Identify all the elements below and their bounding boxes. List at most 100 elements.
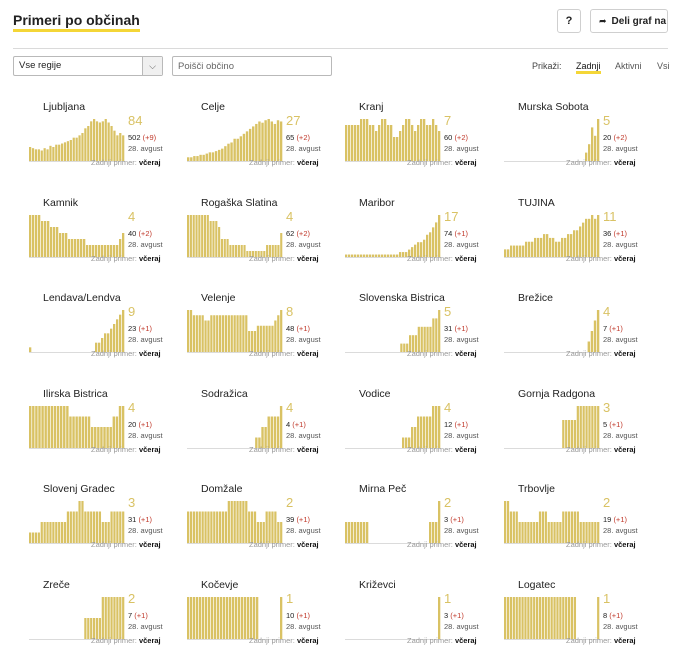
bar: [213, 315, 216, 352]
bar: [381, 254, 384, 257]
municipality-name: Križevci: [359, 579, 396, 591]
last-case-label: Zadnji primer: včeraj: [566, 349, 636, 358]
municipality-card[interactable]: Mirna Peč 2 3 (+1) 28. avgust Zadnji primer:…: [345, 483, 495, 567]
last-value: 27: [286, 113, 301, 128]
bar: [570, 234, 573, 257]
bar: [199, 597, 202, 639]
last-case-label: Zadnji primer: včeraj: [91, 540, 161, 549]
municipality-card[interactable]: Murska Sobota 5 20 (+2) 28. avgust Zadnji pr…: [504, 101, 654, 185]
bar: [516, 245, 519, 257]
chevron-down-icon[interactable]: ⌵: [142, 57, 162, 75]
date-label: 28. avgust: [286, 431, 321, 440]
bar: [387, 254, 390, 257]
bar: [52, 522, 55, 543]
last-case-when: včeraj: [138, 636, 161, 645]
municipality-card[interactable]: Kamnik 4 40 (+2) 28. avgust Zadnji primer: v…: [29, 197, 179, 281]
municipality-card[interactable]: Kočevje 1 10 (+1) 28. avgust Zadnji primer: …: [187, 579, 337, 663]
bar: [248, 128, 252, 161]
municipality-card[interactable]: Ljubljana 84 502 (+9) 28. avgust Zadnji prim…: [29, 101, 179, 185]
bar: [110, 328, 113, 352]
bar: [110, 126, 113, 161]
total-value: 3: [444, 611, 451, 620]
municipality-card[interactable]: Trbovlje 2 19 (+1) 28. avgust Zadnji primer:…: [504, 483, 654, 567]
last-value: 2: [444, 495, 452, 510]
municipality-card[interactable]: Logatec 1 8 (+1) 28. avgust Zadnji primer: v…: [504, 579, 654, 663]
region-select[interactable]: Vse regije ⌵: [13, 56, 163, 76]
last-value: 5: [444, 304, 452, 319]
tab-zadnji[interactable]: Zadnji: [576, 61, 601, 74]
bar: [249, 251, 252, 257]
tab-vsi[interactable]: Vsi: [657, 61, 670, 71]
bar: [527, 522, 530, 543]
municipality-card[interactable]: Maribor 17 74 (+1) 28. avgust Zadnji primer:…: [345, 197, 495, 281]
municipality-card[interactable]: Lendava/Lendva 9 23 (+1) 28. avgust Zadnji p…: [29, 292, 179, 376]
bar: [354, 125, 357, 161]
bar: [573, 230, 576, 257]
last-case-when: včeraj: [138, 158, 161, 167]
date-label: 28. avgust: [128, 240, 163, 249]
bar: [411, 125, 414, 161]
municipality-card[interactable]: Celje 27 65 (+2) 28. avgust Zadnji primer: v…: [187, 101, 337, 185]
last-case-text: Zadnji primer:: [407, 540, 453, 549]
bar: [573, 511, 577, 543]
bar: [562, 420, 565, 448]
municipality-card[interactable]: Gornja Radgona 3 5 (+1) 28. avgust Zadnji pr…: [504, 388, 654, 472]
bar: [213, 511, 216, 543]
help-button[interactable]: ?: [557, 9, 581, 33]
municipality-card[interactable]: Slovenj Gradec 3 31 (+1) 28. avgust Zadnji p…: [29, 483, 179, 567]
bar: [107, 522, 110, 543]
municipality-card[interactable]: Rogaška Slatina 4 62 (+2) 28. avgust Zadnji …: [187, 197, 337, 281]
municipality-card[interactable]: Brežice 4 7 (+1) 28. avgust Zadnji primer: v…: [504, 292, 654, 376]
bar: [426, 125, 429, 161]
bar: [562, 511, 565, 543]
delta-value: (+1): [296, 515, 310, 524]
municipality-card[interactable]: TUJINA 11 36 (+1) 28. avgust Zadnji primer: …: [504, 197, 654, 281]
last-case-text: Zadnji primer:: [91, 540, 137, 549]
municipality-card[interactable]: Vodice 4 12 (+1) 28. avgust Zadnji primer: v…: [345, 388, 495, 472]
delta-value: (+2): [138, 229, 152, 238]
bar: [113, 597, 116, 639]
last-case-text: Zadnji primer:: [249, 540, 295, 549]
bar: [399, 252, 402, 257]
municipality-card[interactable]: Velenje 8 48 (+1) 28. avgust Zadnji primer: …: [187, 292, 337, 376]
bar: [53, 227, 56, 257]
bar: [585, 218, 588, 257]
municipality-card[interactable]: Križevci 1 3 (+1) 28. avgust Zadnji primer: …: [345, 579, 495, 663]
bar: [66, 511, 70, 543]
bar: [101, 597, 104, 639]
bar: [253, 331, 257, 352]
delta-value: (+2): [613, 133, 627, 142]
date-label: 28. avgust: [444, 622, 479, 631]
bar: [59, 406, 63, 448]
last-case-when: včeraj: [613, 540, 636, 549]
bar: [63, 522, 67, 543]
last-value: 1: [444, 591, 452, 606]
sparkline-bars: [504, 597, 600, 640]
municipality-card[interactable]: Zreče 2 7 (+1) 28. avgust Zadnji primer: vče…: [29, 579, 179, 663]
bar: [531, 241, 534, 257]
municipality-card[interactable]: Kranj 7 60 (+2) 28. avgust Zadnji primer: vč…: [345, 101, 495, 185]
municipality-card[interactable]: Slovenska Bistrica 5 31 (+1) 28. avgust Zadn…: [345, 292, 495, 376]
bar: [122, 310, 125, 352]
bar: [396, 137, 399, 161]
municipality-search-input[interactable]: [172, 56, 332, 76]
total-value: 39: [286, 515, 297, 524]
bar: [268, 245, 271, 257]
tab-aktivni[interactable]: Aktivni: [615, 61, 642, 71]
last-case-label: Zadnji primer: včeraj: [249, 158, 319, 167]
share-button[interactable]: ➦ Deli graf na: [590, 9, 668, 33]
bar: [122, 597, 125, 639]
municipality-card[interactable]: Ilirska Bistrica 4 20 (+1) 28. avgust Zadnji…: [29, 388, 179, 472]
bar: [590, 331, 594, 352]
total-value: 40: [128, 229, 139, 238]
bar: [195, 511, 198, 543]
municipality-card[interactable]: Domžale 2 39 (+1) 28. avgust Zadnji primer: …: [187, 483, 337, 567]
bar: [84, 618, 87, 639]
bar: [393, 137, 396, 161]
bar: [252, 126, 255, 161]
bar: [206, 215, 209, 257]
municipality-name: Trbovlje: [518, 483, 555, 495]
bar: [594, 406, 597, 448]
municipality-card[interactable]: Sodražica 4 4 (+1) 28. avgust Zadnji primer:…: [187, 388, 337, 472]
bar: [366, 254, 369, 257]
